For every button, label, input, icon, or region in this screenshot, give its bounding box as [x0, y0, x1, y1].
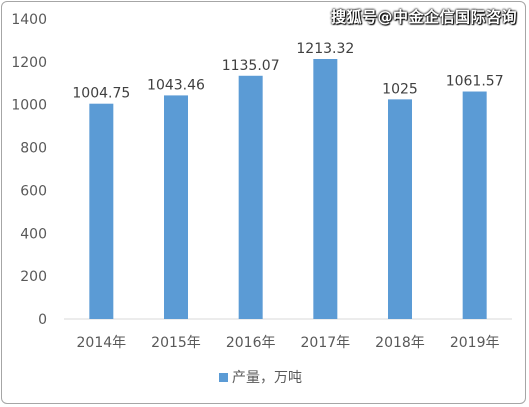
y-tick-label: 400 [20, 226, 47, 242]
x-tick-label: 2016年 [226, 335, 276, 351]
x-tick-label: 2019年 [450, 335, 500, 351]
data-label: 1061.57 [446, 74, 504, 90]
bar [388, 99, 412, 319]
y-tick-label: 200 [20, 269, 47, 285]
legend: 产量，万吨 [219, 370, 302, 386]
bar [238, 75, 263, 319]
bar [462, 91, 487, 319]
bar [164, 95, 188, 319]
bar [89, 103, 114, 319]
y-tick-label: 1000 [11, 98, 47, 114]
legend-label: 产量，万吨 [232, 370, 302, 386]
y-tick-label: 1200 [11, 55, 47, 71]
data-label: 1025 [382, 81, 418, 97]
x-axis: 2014年 2015年 2016年 2017年 2018年 2019年 [64, 318, 512, 351]
y-tick-label: 0 [38, 312, 47, 328]
x-tick-label: 2018年 [375, 335, 425, 351]
data-label: 1043.46 [147, 77, 205, 93]
data-label: 1213.32 [296, 41, 354, 57]
watermark: 搜狐号@中金企信国际咨询 [330, 8, 517, 26]
legend-swatch [219, 373, 228, 382]
y-axis: 0 200 400 600 800 1000 1200 1400 [11, 12, 47, 328]
y-tick-label: 1400 [11, 12, 47, 28]
x-tick-label: 2015年 [151, 335, 201, 351]
data-labels: 1004.75 1043.46 1135.07 1213.32 1025 1061.57 [72, 41, 503, 102]
bars [89, 59, 487, 319]
data-label: 1135.07 [222, 58, 280, 74]
data-label: 1004.75 [72, 86, 130, 102]
y-tick-label: 800 [20, 141, 47, 157]
y-tick-label: 600 [20, 183, 47, 199]
x-tick-label: 2017年 [301, 335, 351, 351]
bar [313, 59, 338, 319]
x-tick-label: 2014年 [77, 335, 127, 351]
